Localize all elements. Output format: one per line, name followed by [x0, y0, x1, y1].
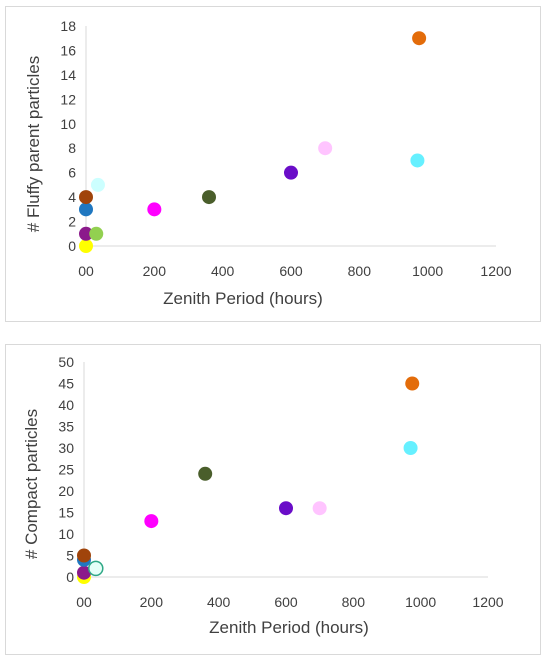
- data-point: [77, 565, 91, 580]
- y-tick-label: 2: [68, 214, 76, 230]
- y-tick-label: 0: [68, 238, 76, 254]
- x-tick-label: 400: [207, 594, 231, 610]
- y-tick-label: 25: [58, 462, 74, 478]
- data-point: [79, 202, 93, 217]
- x-tick-label: 00: [78, 263, 94, 279]
- data-point: [144, 514, 159, 529]
- data-point: [318, 141, 333, 156]
- y-axis-title: # Fluffy parent particles: [24, 56, 43, 232]
- x-tick-label: 400: [211, 263, 235, 279]
- y-tick-label: 6: [68, 165, 76, 181]
- y-axis-title: # Compact particles: [22, 409, 41, 559]
- data-point: [88, 560, 104, 577]
- x-tick-label: 00: [76, 594, 92, 610]
- x-tick-label: 800: [342, 594, 366, 610]
- data-point: [90, 177, 105, 192]
- x-tick-label: 1000: [405, 594, 436, 610]
- data-point: [198, 466, 213, 481]
- data-point: [312, 501, 327, 516]
- x-tick-label: 1200: [480, 263, 511, 279]
- y-tick-label: 4: [68, 189, 76, 205]
- fluffy-scatter-chart: 0 2 4 6 8 10 12 14 16 18 00 200 400 600 800 1000 1200 Z…: [24, 18, 512, 308]
- y-tick-label: 45: [58, 376, 74, 392]
- y-tick-label: 16: [60, 42, 76, 58]
- y-tick-label: 8: [68, 140, 76, 156]
- y-tick-label: 15: [58, 505, 74, 521]
- y-tick-label: 12: [60, 91, 76, 107]
- data-point: [410, 153, 425, 168]
- compact-scatter-chart: 0 5 10 15 20 25 30 35 40 45 50 00 200 400 600 800 1000 1…: [22, 354, 504, 637]
- x-axis-title: Zenith Period (hours): [163, 289, 323, 308]
- y-tick-label: 18: [60, 18, 76, 34]
- x-tick-label: 200: [143, 263, 167, 279]
- y-tick-label: 5: [66, 548, 74, 564]
- data-point: [405, 376, 420, 391]
- data-point: [79, 190, 93, 205]
- x-tick-label: 600: [274, 594, 298, 610]
- data-point: [147, 202, 162, 217]
- data-point: [279, 501, 293, 516]
- x-tick-label: 1200: [472, 594, 503, 610]
- y-tick-label: 50: [58, 354, 74, 370]
- y-tick-label: 30: [58, 440, 74, 456]
- data-point: [412, 31, 427, 46]
- y-tick-label: 10: [60, 116, 76, 132]
- data-point: [403, 441, 418, 455]
- x-axis-title: Zenith Period (hours): [209, 618, 369, 637]
- data-point: [202, 190, 216, 205]
- x-tick-label: 200: [140, 594, 164, 610]
- x-tick-label: 800: [348, 263, 372, 279]
- data-point: [79, 226, 93, 241]
- chart-panel-fluffy: 0 2 4 6 8 10 12 14 16 18 00 200 400 600 800 1000 1200 Z…: [5, 6, 541, 322]
- data-point: [89, 226, 104, 241]
- x-tick-label: 600: [279, 263, 303, 279]
- data-point: [79, 239, 93, 253]
- x-tick-label: 1000: [412, 263, 443, 279]
- data-point: [284, 165, 298, 180]
- chart-panel-compact: 0 5 10 15 20 25 30 35 40 45 50 00 200 400 600 800 1000 1…: [5, 344, 541, 655]
- data-point: [77, 548, 91, 563]
- y-tick-label: 0: [66, 569, 74, 585]
- y-tick-label: 40: [58, 397, 74, 413]
- y-tick-label: 35: [58, 419, 74, 435]
- y-tick-label: 20: [58, 483, 74, 499]
- y-tick-label: 10: [58, 526, 74, 542]
- y-tick-label: 14: [60, 67, 76, 83]
